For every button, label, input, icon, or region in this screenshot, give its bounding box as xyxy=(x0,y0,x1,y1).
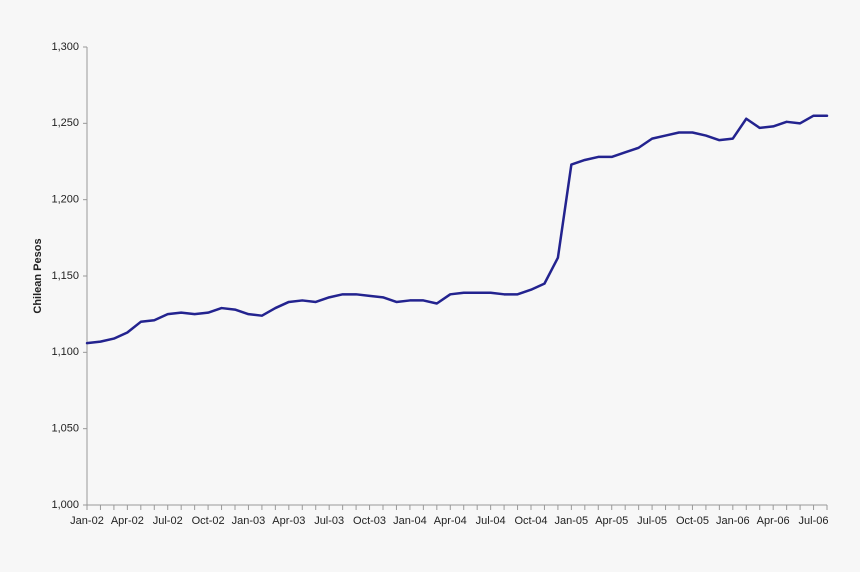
x-tick-label: Jan-05 xyxy=(555,515,589,527)
x-tick-label: Oct-02 xyxy=(192,515,225,527)
x-tick-label: Jul-03 xyxy=(314,515,344,527)
y-tick-label: 1,200 xyxy=(51,194,79,206)
x-tick-label: Jul-04 xyxy=(476,515,506,527)
y-tick-label: 1,250 xyxy=(51,117,79,129)
x-tick-label: Jan-04 xyxy=(393,515,427,527)
x-tick-label: Apr-05 xyxy=(595,515,628,527)
x-tick-label: Apr-02 xyxy=(111,515,144,527)
y-tick-label: 1,150 xyxy=(51,270,79,282)
x-tick-label: Oct-03 xyxy=(353,515,386,527)
y-tick-label: 1,300 xyxy=(51,41,79,53)
x-tick-label: Apr-03 xyxy=(272,515,305,527)
y-axis-label: Chilean Pesos xyxy=(32,238,44,313)
x-tick-label: Oct-04 xyxy=(514,515,547,527)
y-tick-label: 1,100 xyxy=(51,346,79,358)
x-tick-label: Jan-02 xyxy=(70,515,104,527)
x-tick-label: Jan-03 xyxy=(232,515,266,527)
x-tick-label: Apr-06 xyxy=(757,515,790,527)
x-tick-label: Oct-05 xyxy=(676,515,709,527)
x-tick-label: Jul-05 xyxy=(637,515,667,527)
x-tick-label: Jul-06 xyxy=(799,515,829,527)
x-tick-label: Jul-02 xyxy=(153,515,183,527)
data-line xyxy=(85,114,829,345)
y-tick-label: 1,000 xyxy=(51,499,79,511)
y-tick-label: 1,050 xyxy=(51,423,79,435)
x-tick-label: Jan-06 xyxy=(716,515,750,527)
x-tick-label: Apr-04 xyxy=(434,515,467,527)
